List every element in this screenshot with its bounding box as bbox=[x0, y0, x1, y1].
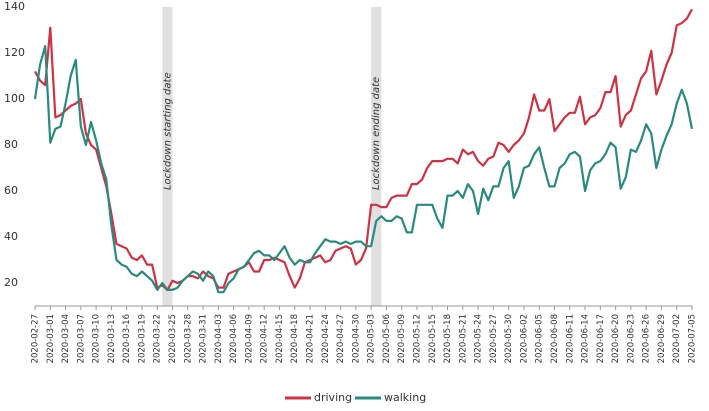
x-tick-label: 2020-05-09 bbox=[397, 314, 407, 363]
x-tick-label: 2020-03-13 bbox=[107, 314, 117, 363]
x-tick-label: 2020-03-28 bbox=[183, 314, 193, 363]
y-tick-label: 80 bbox=[4, 138, 18, 151]
x-tick-label: 2020-05-27 bbox=[489, 314, 499, 363]
x-tick-label: 2020-05-06 bbox=[382, 314, 392, 363]
x-tick-label: 2020-05-03 bbox=[367, 314, 377, 363]
x-tick-label: 2020-04-30 bbox=[351, 314, 361, 363]
x-tick-label: 2020-07-02 bbox=[672, 314, 682, 363]
legend-label: walking bbox=[384, 391, 426, 404]
x-tick-label: 2020-02-27 bbox=[31, 314, 41, 363]
x-tick-label: 2020-06-11 bbox=[565, 314, 575, 363]
line-1 bbox=[33, 45, 694, 294]
x-tick-label: 2020-03-19 bbox=[137, 314, 147, 363]
y-tick-label: 60 bbox=[4, 184, 18, 197]
x-tick-label: 2020-06-29 bbox=[657, 314, 667, 363]
x-tick-label: 2020-05-15 bbox=[428, 314, 438, 363]
lockdown-band bbox=[371, 7, 382, 306]
x-tick-label: 2020-04-03 bbox=[214, 314, 224, 363]
x-tick-label: 2020-04-06 bbox=[229, 314, 239, 363]
x-tick-label: 2020-05-24 bbox=[474, 314, 484, 363]
line-0 bbox=[34, 8, 693, 291]
x-tick-label: 2020-03-31 bbox=[199, 314, 209, 363]
x-tick-label: 2020-06-17 bbox=[596, 314, 606, 363]
x-tick-label: 2020-06-26 bbox=[642, 314, 652, 363]
x-tick-label: 2020-03-25 bbox=[168, 314, 178, 363]
x-tick-label: 2020-03-04 bbox=[61, 314, 71, 363]
lockdown-band bbox=[162, 7, 173, 306]
y-tick-label: 100 bbox=[4, 92, 25, 105]
x-tick-label: 2020-03-22 bbox=[153, 314, 163, 363]
y-tick-label: 120 bbox=[4, 46, 25, 59]
x-tick-label: 2020-03-16 bbox=[122, 314, 132, 363]
band-label: Lockdown starting date bbox=[162, 72, 173, 190]
x-tick-label: 2020-06-02 bbox=[519, 314, 529, 363]
x-tick-label: 2020-04-27 bbox=[336, 314, 346, 363]
x-tick-label: 2020-05-12 bbox=[412, 314, 422, 363]
x-tick-label: 2020-04-15 bbox=[275, 314, 285, 363]
x-tick-label: 2020-06-23 bbox=[626, 314, 636, 363]
x-tick-label: 2020-03-07 bbox=[76, 314, 86, 363]
x-tick-label: 2020-07-05 bbox=[688, 314, 698, 363]
band-label: Lockdown ending date bbox=[371, 77, 382, 190]
x-tick-label: 2020-05-30 bbox=[504, 314, 514, 363]
x-tick-label: 2020-05-21 bbox=[458, 314, 468, 363]
y-tick-label: 140 bbox=[4, 0, 25, 13]
x-tick-label: 2020-04-24 bbox=[321, 314, 331, 363]
y-tick-label: 40 bbox=[4, 230, 18, 243]
x-tick-label: 2020-05-18 bbox=[443, 314, 453, 363]
x-tick-label: 2020-04-18 bbox=[290, 314, 300, 363]
x-tick-label: 2020-06-05 bbox=[535, 314, 545, 363]
x-tick-label: 2020-04-09 bbox=[244, 314, 254, 363]
y-tick-label: 20 bbox=[4, 276, 18, 289]
x-tick-label: 2020-04-12 bbox=[260, 314, 270, 363]
x-tick-label: 2020-04-21 bbox=[306, 314, 316, 363]
x-tick-label: 2020-06-08 bbox=[550, 314, 560, 363]
x-tick-label: 2020-06-20 bbox=[611, 314, 621, 363]
legend-label: driving bbox=[314, 391, 352, 404]
x-tick-label: 2020-06-14 bbox=[581, 314, 591, 363]
x-tick-label: 2020-03-10 bbox=[92, 314, 102, 363]
x-tick-label: 2020-03-01 bbox=[46, 314, 56, 363]
